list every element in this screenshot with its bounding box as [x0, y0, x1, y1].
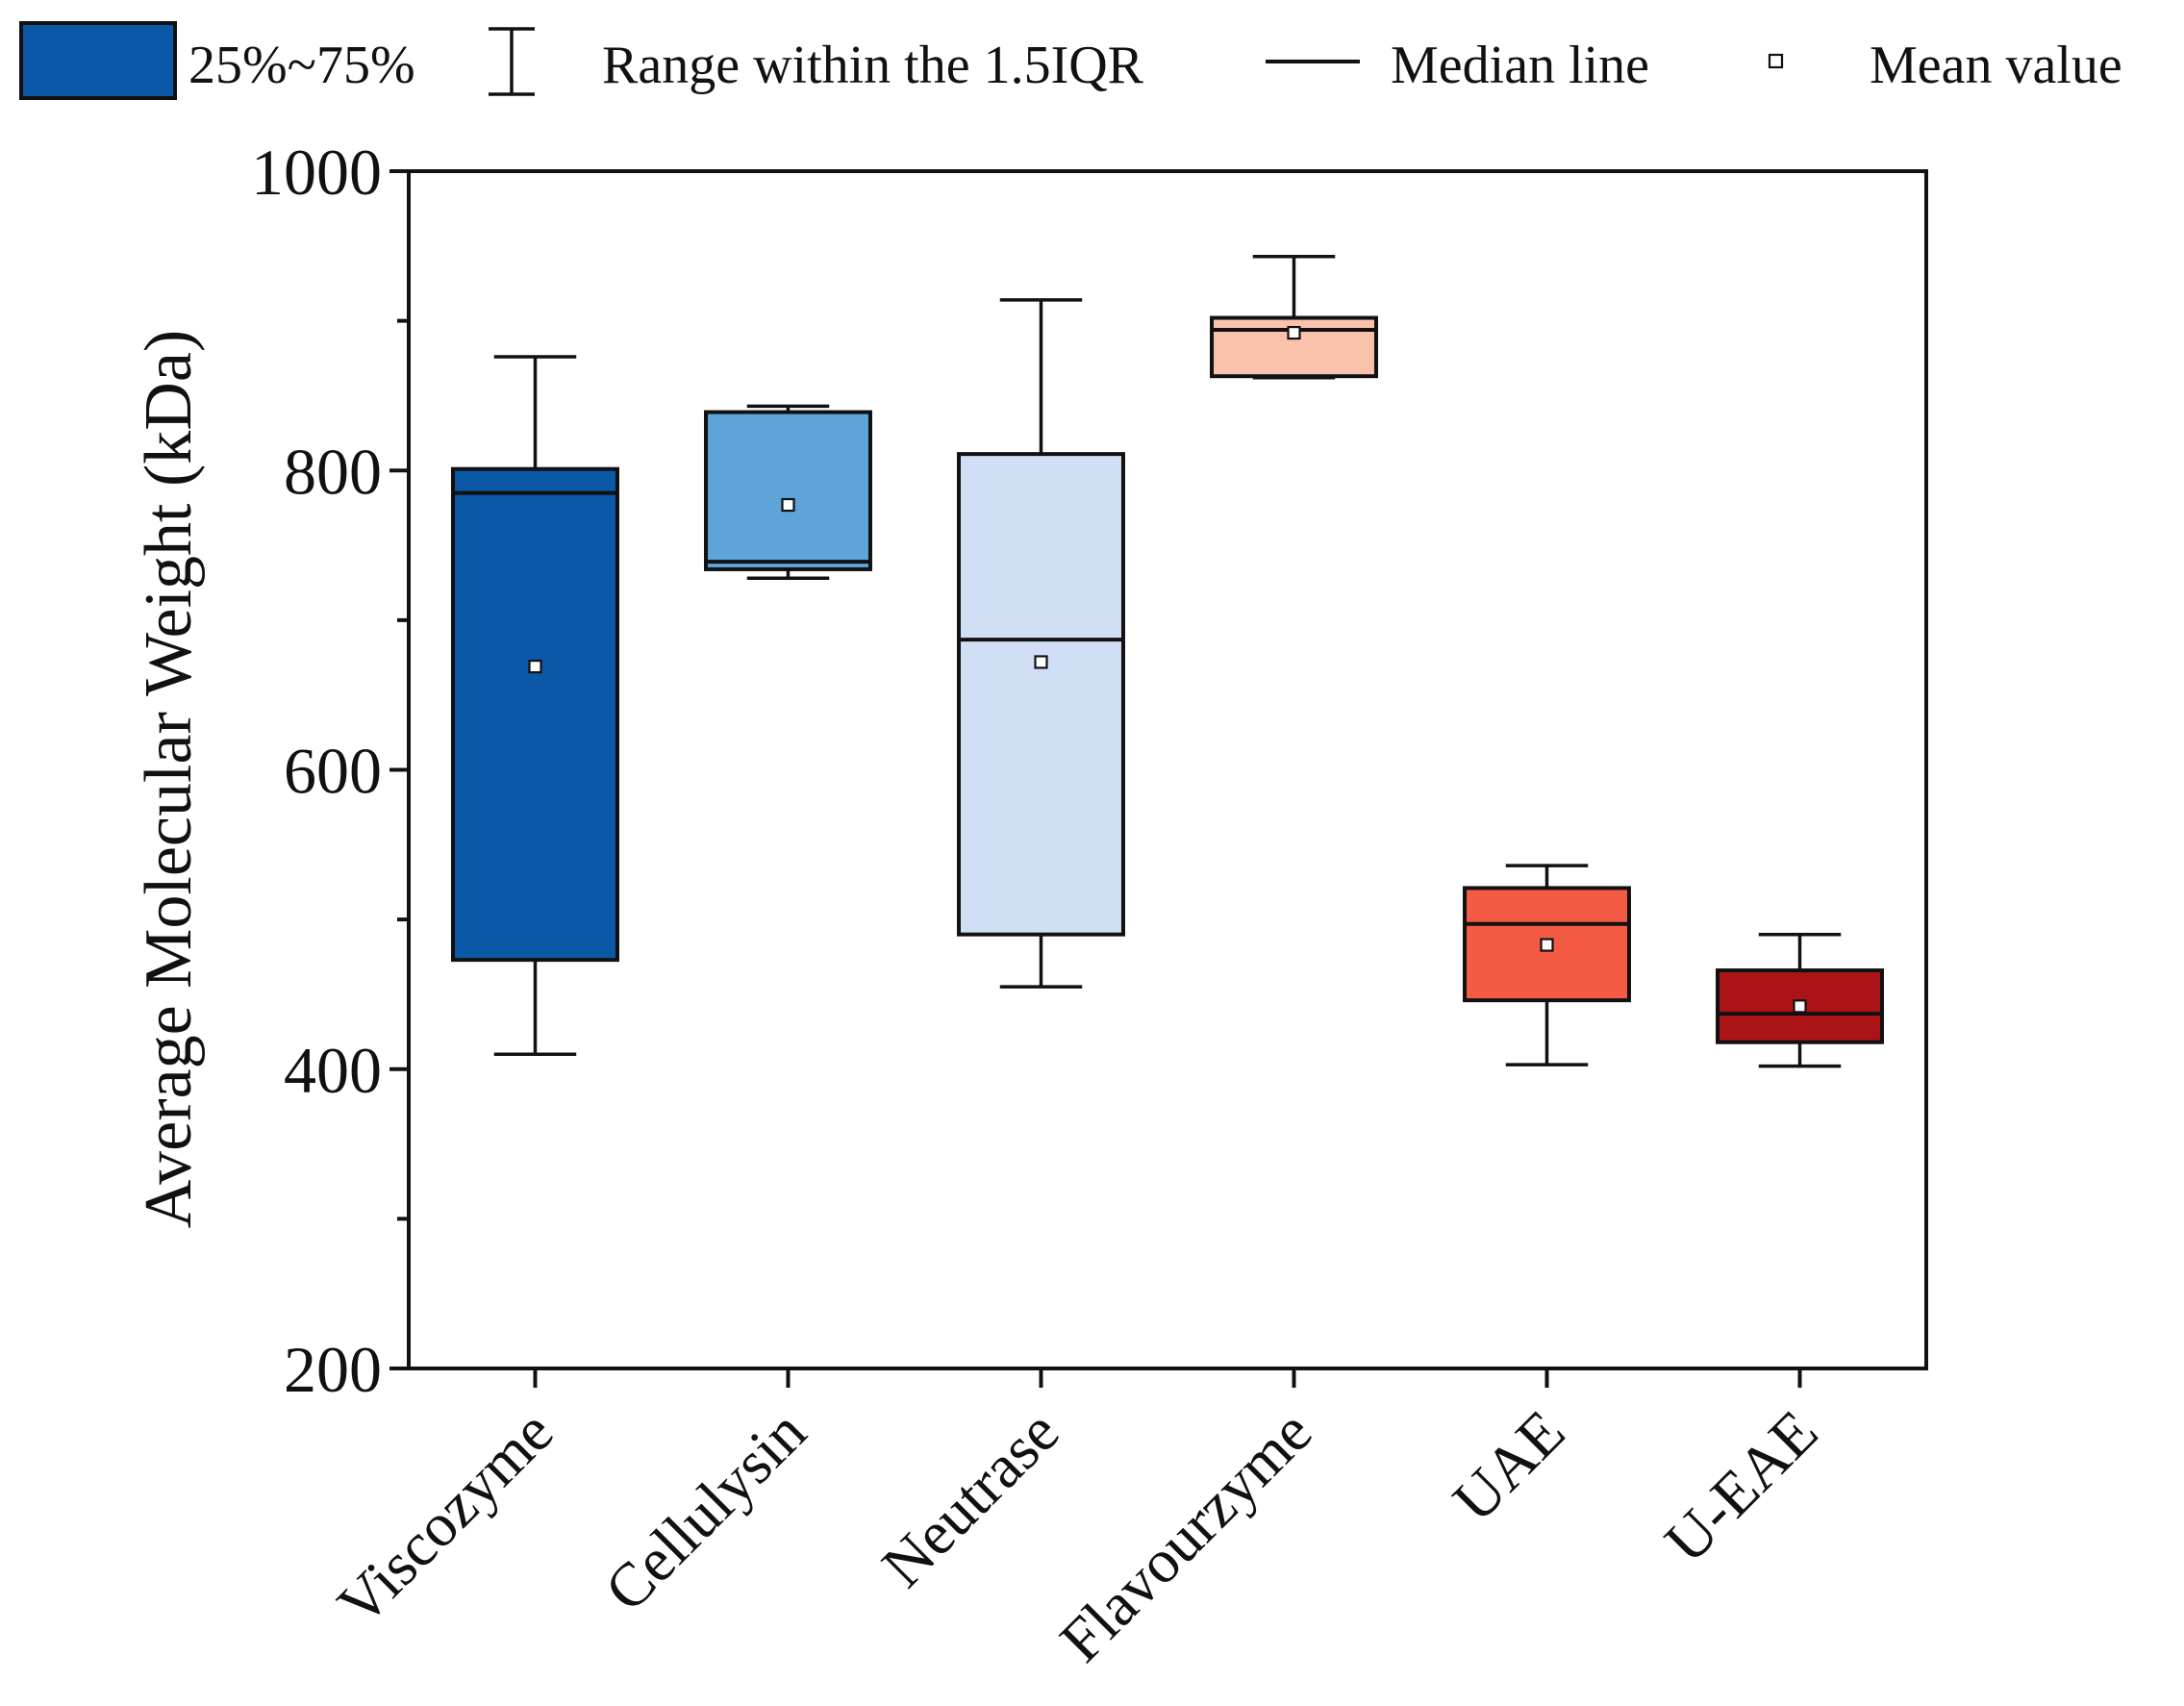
legend-whisker-icon: [489, 27, 535, 96]
box-uae: [1463, 864, 1631, 1066]
y-tick-label: 1000: [251, 136, 382, 209]
y-axis-label: Average Molecular Weight (kDa): [132, 330, 206, 1228]
y-axis-ticks: 200 400 600 800 1000: [251, 136, 409, 1406]
box-u-eae: [1716, 932, 1884, 1068]
legend-mean-icon: [1768, 53, 1784, 69]
legend-box-label: 25%~75%: [188, 36, 415, 95]
x-tick-label: U-EAE: [1651, 1397, 1830, 1576]
legend-whisker-label: Range within the 1.5IQR: [602, 36, 1144, 95]
box-neutrase: [957, 298, 1125, 989]
box-viscozyme: [451, 355, 619, 1056]
mean-marker: [1287, 325, 1301, 340]
iqr-box: [451, 466, 619, 963]
iqr-box: [1463, 886, 1631, 1003]
x-tick-label: Viscozyme: [324, 1397, 565, 1639]
box-flavourzyme: [1210, 254, 1378, 380]
plot-frame: [407, 169, 1928, 1370]
iqr-box: [704, 410, 872, 571]
y-tick-label: 600: [284, 735, 382, 808]
legend-mean-label: Mean value: [1870, 36, 2122, 95]
mean-marker: [528, 660, 542, 674]
y-tick-label: 800: [284, 435, 382, 508]
mean-marker: [1793, 999, 1807, 1014]
box-cellulysin: [704, 404, 872, 581]
legend-box-swatch: [19, 21, 177, 100]
x-tick-label: Cellulysin: [591, 1397, 818, 1624]
x-tick-label: UAE: [1440, 1397, 1577, 1535]
legend-median-label: Median line: [1391, 36, 1649, 95]
y-tick-label: 200: [284, 1333, 382, 1406]
mean-marker: [1540, 938, 1554, 952]
y-tick-label: 400: [284, 1034, 382, 1107]
mean-marker: [781, 497, 795, 513]
legend: 25%~75% Range within the 1.5IQR Median l…: [19, 21, 2122, 100]
mean-marker: [1034, 655, 1048, 669]
iqr-box: [957, 452, 1125, 937]
boxes: [451, 254, 1884, 1068]
x-tick-label: Neutrase: [868, 1397, 1071, 1600]
x-tick-label: Flavourzyme: [1046, 1397, 1324, 1675]
